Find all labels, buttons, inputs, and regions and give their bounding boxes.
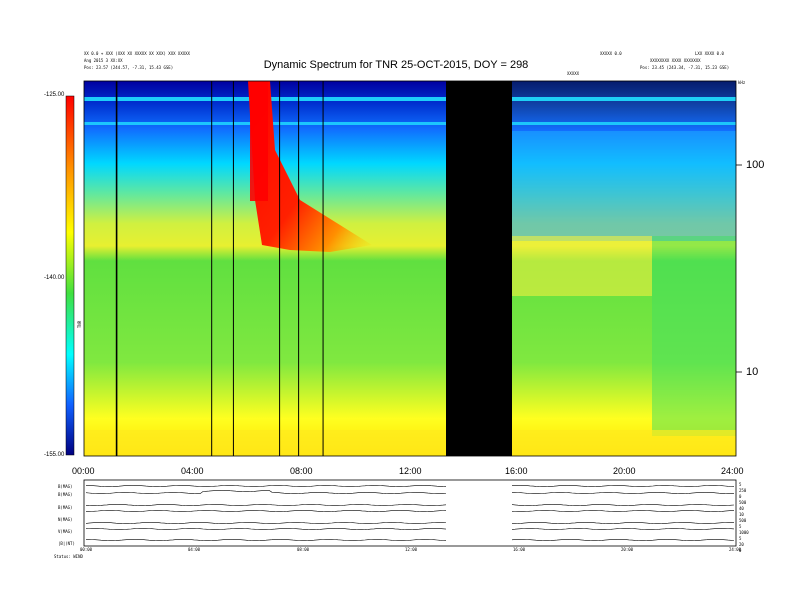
subpanel-trace-5 — [85, 528, 735, 531]
left-info-2: Ang 2015 3 XX:XX — [84, 58, 123, 63]
chart-title: Dynamic Spectrum for TNR 25-OCT-2015, DO… — [263, 59, 529, 71]
right-info-3: XXXXXXXX XXXX XXXXXXX — [650, 58, 701, 63]
bottom-yellow-strip — [84, 430, 736, 456]
colorbar-tick-top: -125.00 — [44, 92, 65, 98]
left-position: Pos: 23.57 (244.57, -7.31, 15.43 GSE) — [84, 65, 174, 70]
subpanel-time-tick-0: 00:00 — [80, 547, 93, 552]
plot-frame — [83, 80, 737, 457]
subpanel-trace-2 — [85, 504, 735, 507]
subpanel-time-tick-4: 16:00 — [513, 547, 526, 552]
x-tick-6: 24:00 — [721, 466, 744, 476]
subpanel-rtick-6: 500 — [739, 518, 747, 523]
khz-label: kHz — [738, 80, 746, 85]
subpanel-rtick-4: 40 — [739, 506, 744, 511]
x-tick-1: 04:00 — [181, 466, 204, 476]
x-tick-0: 00:00 — [72, 466, 95, 476]
subpanel-label-4: V(MAG) — [58, 529, 73, 534]
subpanel-traces — [85, 485, 735, 541]
subpanel-rtick-1: 250 — [739, 488, 747, 493]
interference-band-1 — [84, 97, 736, 101]
right-position: Pos: 23.45 (243.34, -7.31, 15.23 GSE) — [640, 65, 730, 70]
subpanel-time-tick-5: 20:00 — [621, 547, 634, 552]
late-day-green-band — [512, 236, 652, 296]
right-info-2: LXX XXXX 0.0 — [695, 51, 724, 56]
subpanel-rtick-5: 10 — [739, 512, 744, 517]
subpanel-trace-4 — [85, 522, 735, 525]
subpanel-rtick-2: 0 — [739, 494, 742, 499]
late-day-lower — [652, 236, 736, 436]
footer-status: Status: WIND — [54, 554, 83, 559]
vertical-lines — [115, 81, 324, 456]
subpanel-rtick-9: 5 — [739, 536, 742, 541]
center-label: XXXXX — [567, 71, 580, 76]
subpanel-trace-3 — [85, 510, 735, 513]
subpanel-rtick-8: 1000 — [739, 530, 749, 535]
subpanel-trace-6 — [86, 539, 735, 541]
x-tick-4: 16:00 — [505, 466, 528, 476]
subpanel-rtick-7: 5 — [739, 524, 742, 529]
subpanel-time-tick-2: 08:00 — [297, 547, 310, 552]
data-gap — [446, 81, 512, 456]
subpanel-time-tick-3: 12:00 — [405, 547, 418, 552]
colorbar — [65, 95, 75, 456]
subpanel-label-3: N(MAG) — [58, 517, 73, 522]
left-info-1: XX 0.0 + XXX (XXX XX XXXXX XX XXX) XXX X… — [84, 51, 190, 56]
colorbar-tick-mid: -140.00 — [44, 275, 65, 281]
subpanel-rtick-11: 0 — [739, 548, 742, 553]
radio-burst-core — [250, 81, 268, 201]
colorbar-tick-bottom: -155.00 — [44, 452, 65, 458]
right-tick-10: 10 — [746, 366, 759, 378]
subpanel-rtick-0: 5 — [739, 482, 742, 487]
radio-burst-main — [248, 81, 372, 252]
subpanel-frame — [83, 479, 737, 547]
x-tick-2: 08:00 — [290, 466, 313, 476]
right-tick-100: 100 — [746, 159, 765, 171]
x-tick-5: 20:00 — [613, 466, 636, 476]
subpanel-trace-1 — [85, 489, 735, 495]
subpanel-trace-0 — [85, 485, 735, 487]
x-tick-3: 12:00 — [399, 466, 422, 476]
subpanel-label-2: B(MAG) — [58, 505, 73, 510]
right-info-1: XXXXX 0.0 — [600, 51, 622, 56]
subpanel-time-tick-1: 04:00 — [188, 547, 201, 552]
subpanel-label-1: B(MAG) — [58, 492, 73, 497]
subpanel-label-0: B(MAG) — [58, 484, 73, 489]
interference-band-2 — [84, 122, 736, 125]
subpanel-rtick-3: 500 — [739, 500, 747, 505]
subpanel-label-5: |B|(NT) — [58, 541, 75, 546]
subpanel-time-tick-6: 24:00 — [729, 547, 742, 552]
subpanel-rtick-10: 20 — [739, 542, 744, 547]
